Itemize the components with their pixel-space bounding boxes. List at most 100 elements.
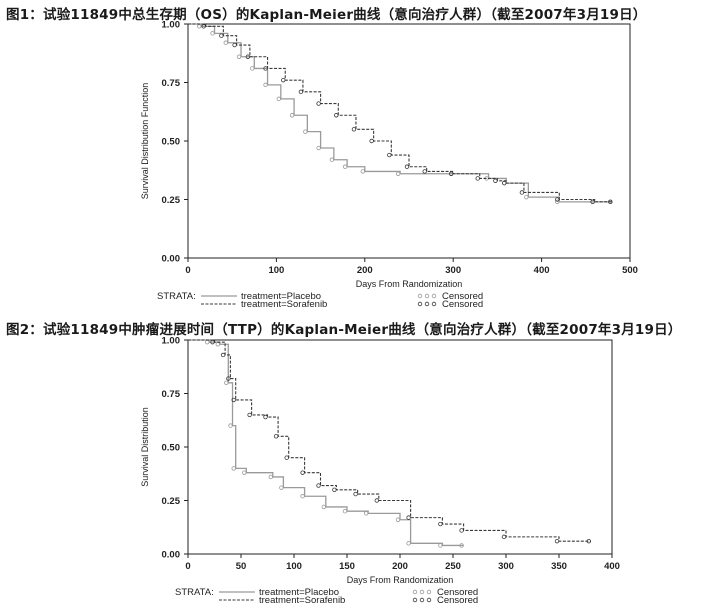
legend-placebo-censor-marker: [426, 589, 432, 595]
placebo-censor-point: [242, 470, 247, 475]
legend-sorafenib-censor-marker: [426, 597, 432, 603]
placebo-censor-point: [459, 543, 464, 548]
placebo-censor-point: [236, 54, 242, 59]
legend-sorafenib-censor-marker: [431, 301, 437, 307]
sorafenib-censor-point: [201, 24, 206, 29]
legend-placebo-censor-marker: [424, 293, 430, 299]
placebo-censor-point: [204, 339, 210, 345]
placebo-censor-point: [360, 169, 365, 174]
y-tick-label: 0.25: [162, 496, 181, 507]
sorafenib-censor-point: [554, 538, 560, 544]
sorafenib-censor-point: [220, 352, 226, 358]
x-tick-label: 400: [604, 561, 620, 572]
sorafenib-censor-point: [493, 178, 498, 183]
sorafenib-censor-point: [519, 190, 525, 195]
sorafenib-censor-point: [501, 534, 507, 540]
os-km-chart: 0.00 0.25 0.50 0.75 1.00 0 100 200 300 400 500 Days…: [140, 20, 638, 311]
sorafenib-censor-point: [332, 487, 337, 492]
sorafenib-censor-point: [263, 414, 268, 420]
placebo-curve: [188, 339, 464, 547]
sorafenib-censor-point: [298, 89, 304, 95]
y-tick-label: 0.75: [162, 389, 181, 400]
placebo-censor-point: [342, 509, 348, 514]
legend-placebo-label: treatment=Placebo: [241, 291, 321, 302]
placebo-censor-point: [395, 517, 401, 522]
sorafenib-censor-point: [231, 397, 236, 403]
legend-censored-label-placebo: Censored: [437, 587, 478, 598]
x-tick-label: 0: [185, 561, 190, 572]
sorafenib-censor-point: [369, 138, 374, 144]
placebo-censor-point: [215, 342, 220, 347]
legend-sorafenib-censor-marker: [419, 597, 425, 603]
sorafenib-censor-point: [353, 491, 358, 497]
sorafenib-censor-point: [406, 515, 411, 520]
placebo-censor-point: [316, 145, 321, 151]
sorafenib-censor-point: [247, 412, 252, 418]
placebo-censor-point: [524, 194, 529, 200]
placebo-censor-point: [289, 113, 295, 118]
figure-2-title: 图2：试验11849中肿瘤进展时间（TTP）的Kaplan-Meier曲线（意向…: [6, 322, 682, 338]
x-tick-label: 300: [498, 561, 514, 572]
y-tick-label: 0.50: [162, 137, 181, 148]
sorafenib-censor-point: [387, 152, 392, 158]
sorafenib-censor-point: [263, 66, 268, 71]
sorafenib-censor-point: [502, 180, 507, 186]
placebo-censor-point: [268, 474, 273, 480]
sorafenib-censor-point: [438, 521, 443, 527]
x-axis-label: Days From Randomization: [347, 575, 454, 585]
placebo-censor-point: [438, 543, 443, 548]
placebo-censor-point: [342, 164, 348, 169]
sorafenib-censor-point: [316, 483, 321, 488]
placebo-censor-point: [228, 423, 233, 428]
x-tick-label: 350: [551, 561, 567, 572]
legend-censored-label-sorafenib: Censored: [437, 595, 478, 606]
sorafenib-censor-point: [284, 455, 289, 460]
sorafenib-censor-point: [459, 528, 464, 533]
legend-sorafenib-label: treatment=Sorafenib: [259, 595, 345, 606]
x-axis-label: Days From Randomization: [356, 279, 463, 289]
placebo-censor-point: [303, 129, 308, 134]
x-tick-label: 0: [185, 265, 190, 276]
placebo-censor-point: [231, 466, 236, 471]
legend-sorafenib-censor-marker: [424, 301, 430, 307]
y-tick-label: 0.75: [162, 78, 181, 89]
x-tick-label: 300: [445, 265, 461, 276]
placebo-censor-point: [276, 96, 282, 102]
figure-1-title: 图1：试验11849中总生存期（OS）的Kaplan-Meier曲线（意向治疗人…: [6, 7, 647, 23]
placebo-censor-point: [555, 199, 560, 205]
y-tick-label: 0.50: [162, 443, 181, 454]
x-tick-label: 100: [286, 561, 302, 572]
placebo-censor-point: [321, 504, 326, 510]
y-axis-label: Survival Distribution: [140, 407, 150, 487]
legend-censored-label-placebo: Censored: [442, 291, 483, 302]
sorafenib-censor-point: [608, 199, 613, 205]
y-tick-label: 1.00: [162, 336, 181, 347]
placebo-censor-point: [224, 380, 229, 385]
placebo-censor-point: [300, 494, 305, 499]
sorafenib-censor-point: [281, 77, 286, 83]
sorafenib-censor-point: [404, 164, 410, 169]
placebo-censor-point: [223, 40, 228, 45]
plot-frame: [187, 339, 613, 555]
placebo-censor-point: [406, 541, 411, 546]
placebo-censor-point: [329, 157, 335, 162]
sorafenib-censor-point: [555, 197, 560, 202]
placebo-censor-point: [263, 82, 268, 88]
legend-strata-label: STRATA:: [175, 587, 214, 598]
placebo-censor-point: [279, 485, 284, 490]
sorafenib-censor-point: [232, 42, 237, 48]
legend-sorafenib-label: treatment=Sorafenib: [241, 299, 327, 310]
placebo-censor-point: [210, 31, 215, 36]
legend-placebo-censor-marker: [412, 589, 418, 595]
y-tick-label: 0.00: [162, 254, 181, 265]
sorafenib-censor-point: [245, 54, 251, 59]
sorafenib-censor-point: [210, 339, 215, 345]
y-tick-label: 0.25: [162, 195, 181, 206]
placebo-censor-point: [250, 66, 255, 71]
x-tick-label: 50: [236, 561, 247, 572]
x-tick-label: 100: [268, 265, 284, 276]
placebo-censor-point: [364, 511, 369, 516]
x-tick-label: 250: [445, 561, 461, 572]
y-tick-label: 1.00: [162, 20, 181, 31]
